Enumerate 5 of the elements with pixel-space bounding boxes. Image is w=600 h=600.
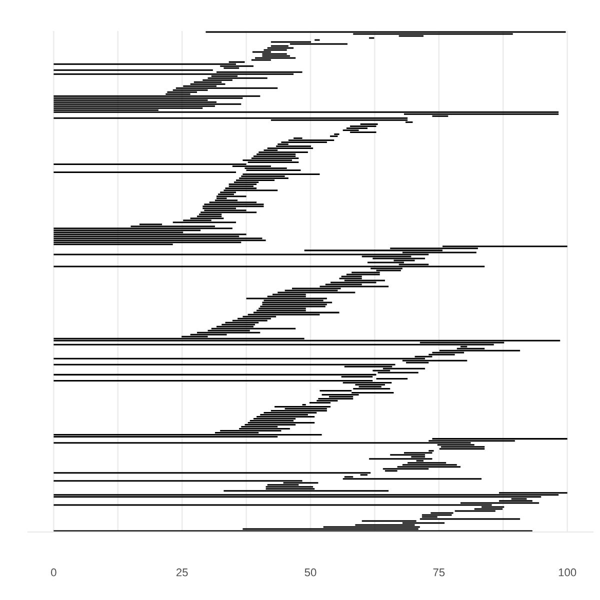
x-tick-label: 100 xyxy=(558,568,576,576)
x-tick-label: 25 xyxy=(176,568,188,576)
x-tick-label: 75 xyxy=(433,568,445,576)
x-tick-label: 50 xyxy=(304,568,316,576)
x-tick-label: 0 xyxy=(51,568,56,576)
